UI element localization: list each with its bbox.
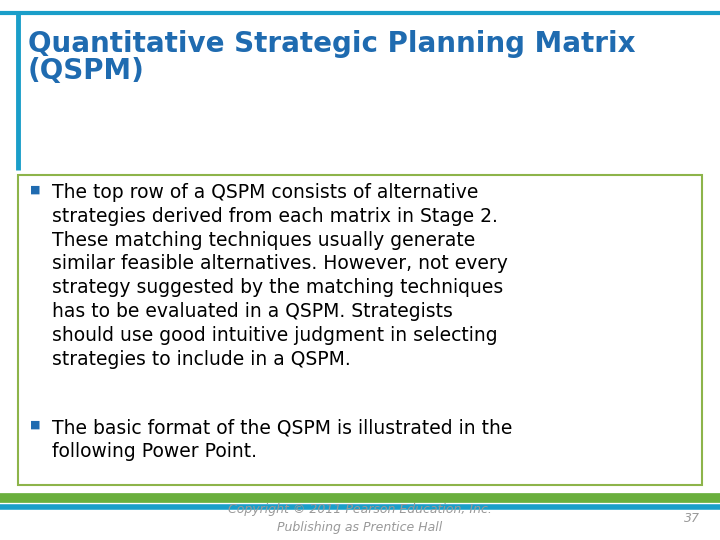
Text: Copyright © 2011 Pearson Education, Inc.
Publishing as Prentice Hall: Copyright © 2011 Pearson Education, Inc.…: [228, 503, 492, 534]
Text: The top row of a QSPM consists of alternative
strategies derived from each matri: The top row of a QSPM consists of altern…: [52, 183, 508, 369]
Bar: [18, 175, 702, 485]
Text: Quantitative Strategic Planning Matrix: Quantitative Strategic Planning Matrix: [28, 30, 636, 58]
Text: 37: 37: [684, 511, 700, 524]
Text: ■: ■: [30, 185, 40, 195]
Text: The basic format of the QSPM is illustrated in the
following Power Point.: The basic format of the QSPM is illustra…: [52, 418, 513, 461]
Text: ■: ■: [30, 420, 40, 430]
Text: (QSPM): (QSPM): [28, 57, 145, 85]
